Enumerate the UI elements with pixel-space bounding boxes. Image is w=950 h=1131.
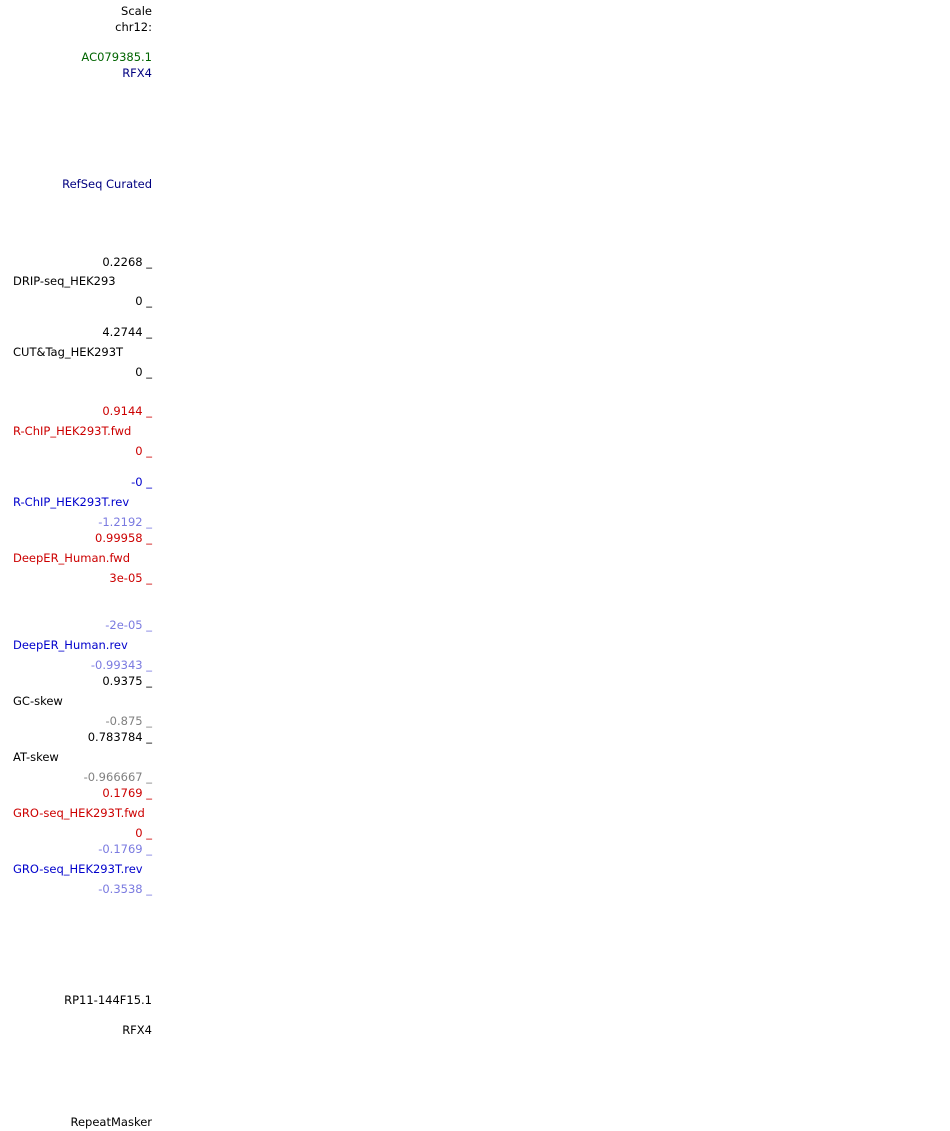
at-skew-max-value: 0.783784 _ [87, 730, 152, 744]
gro-seq-rev-min-value: -0.3538 _ [98, 882, 152, 896]
track-label-gro-seq-rev[interactable]: GRO-seq_HEK293T.rev [13, 862, 143, 876]
gro-seq-rev-max-value: -0.1769 _ [98, 842, 152, 856]
at-skew-min-value: -0.966667 _ [83, 770, 152, 784]
track-label-repeatmasker[interactable]: RepeatMasker [70, 1115, 153, 1129]
gc-skew-min-value: -0.875 _ [105, 714, 152, 728]
track-label-cuttag[interactable]: CUT&Tag_HEK293T [13, 345, 124, 359]
gene-label-rfx4-bottom[interactable]: RFX4 [122, 1023, 152, 1037]
gene-label-ac079385[interactable]: AC079385.1 [81, 50, 152, 64]
scale-label: Scale [121, 4, 152, 18]
deeper-rev-max-value: -2e-05 _ [105, 618, 152, 632]
rchip-rev-min-value: -1.2192 _ [98, 515, 152, 529]
track-label-rchip-rev[interactable]: R-ChIP_HEK293T.rev [13, 495, 130, 509]
rchip-rev-max-value: -0 _ [131, 475, 152, 489]
gene-label-rfx4[interactable]: RFX4 [122, 66, 152, 80]
deeper-rev-min-value: -0.99343 _ [90, 658, 152, 672]
cuttag-max-value: 4.2744 _ [102, 325, 152, 339]
track-label-gro-seq-fwd[interactable]: GRO-seq_HEK293T.fwd [13, 806, 145, 820]
gro-seq-fwd-min-value: 0 _ [135, 826, 152, 840]
track-label-deeper-fwd[interactable]: DeepER_Human.fwd [13, 551, 130, 565]
track-label-at-skew[interactable]: AT-skew [13, 750, 59, 764]
deeper-fwd-max-value: 0.99958 _ [95, 531, 152, 545]
track-label-refseq-curated[interactable]: RefSeq Curated [62, 177, 152, 191]
gro-seq-fwd-max-value: 0.1769 _ [102, 786, 152, 800]
cuttag-min-value: 0 _ [135, 365, 152, 379]
track-label-gc-skew[interactable]: GC-skew [13, 694, 63, 708]
drip-seq-min-value: 0 _ [135, 294, 152, 308]
track-label-rchip-fwd[interactable]: R-ChIP_HEK293T.fwd [13, 424, 132, 438]
deeper-fwd-min-value: 3e-05 _ [109, 571, 152, 585]
track-label-deeper-rev[interactable]: DeepER_Human.rev [13, 638, 128, 652]
track-label-drip-seq[interactable]: DRIP-seq_HEK293 [13, 274, 116, 288]
rchip-fwd-max-value: 0.9144 _ [102, 404, 152, 418]
drip-seq-max-value: 0.2268 _ [102, 255, 152, 269]
chromosome-label: chr12: [115, 20, 152, 34]
rchip-fwd-min-value: 0 _ [135, 444, 152, 458]
gene-label-rp11-144f15[interactable]: RP11-144F15.1 [64, 993, 152, 1007]
gc-skew-max-value: 0.9375 _ [102, 674, 152, 688]
